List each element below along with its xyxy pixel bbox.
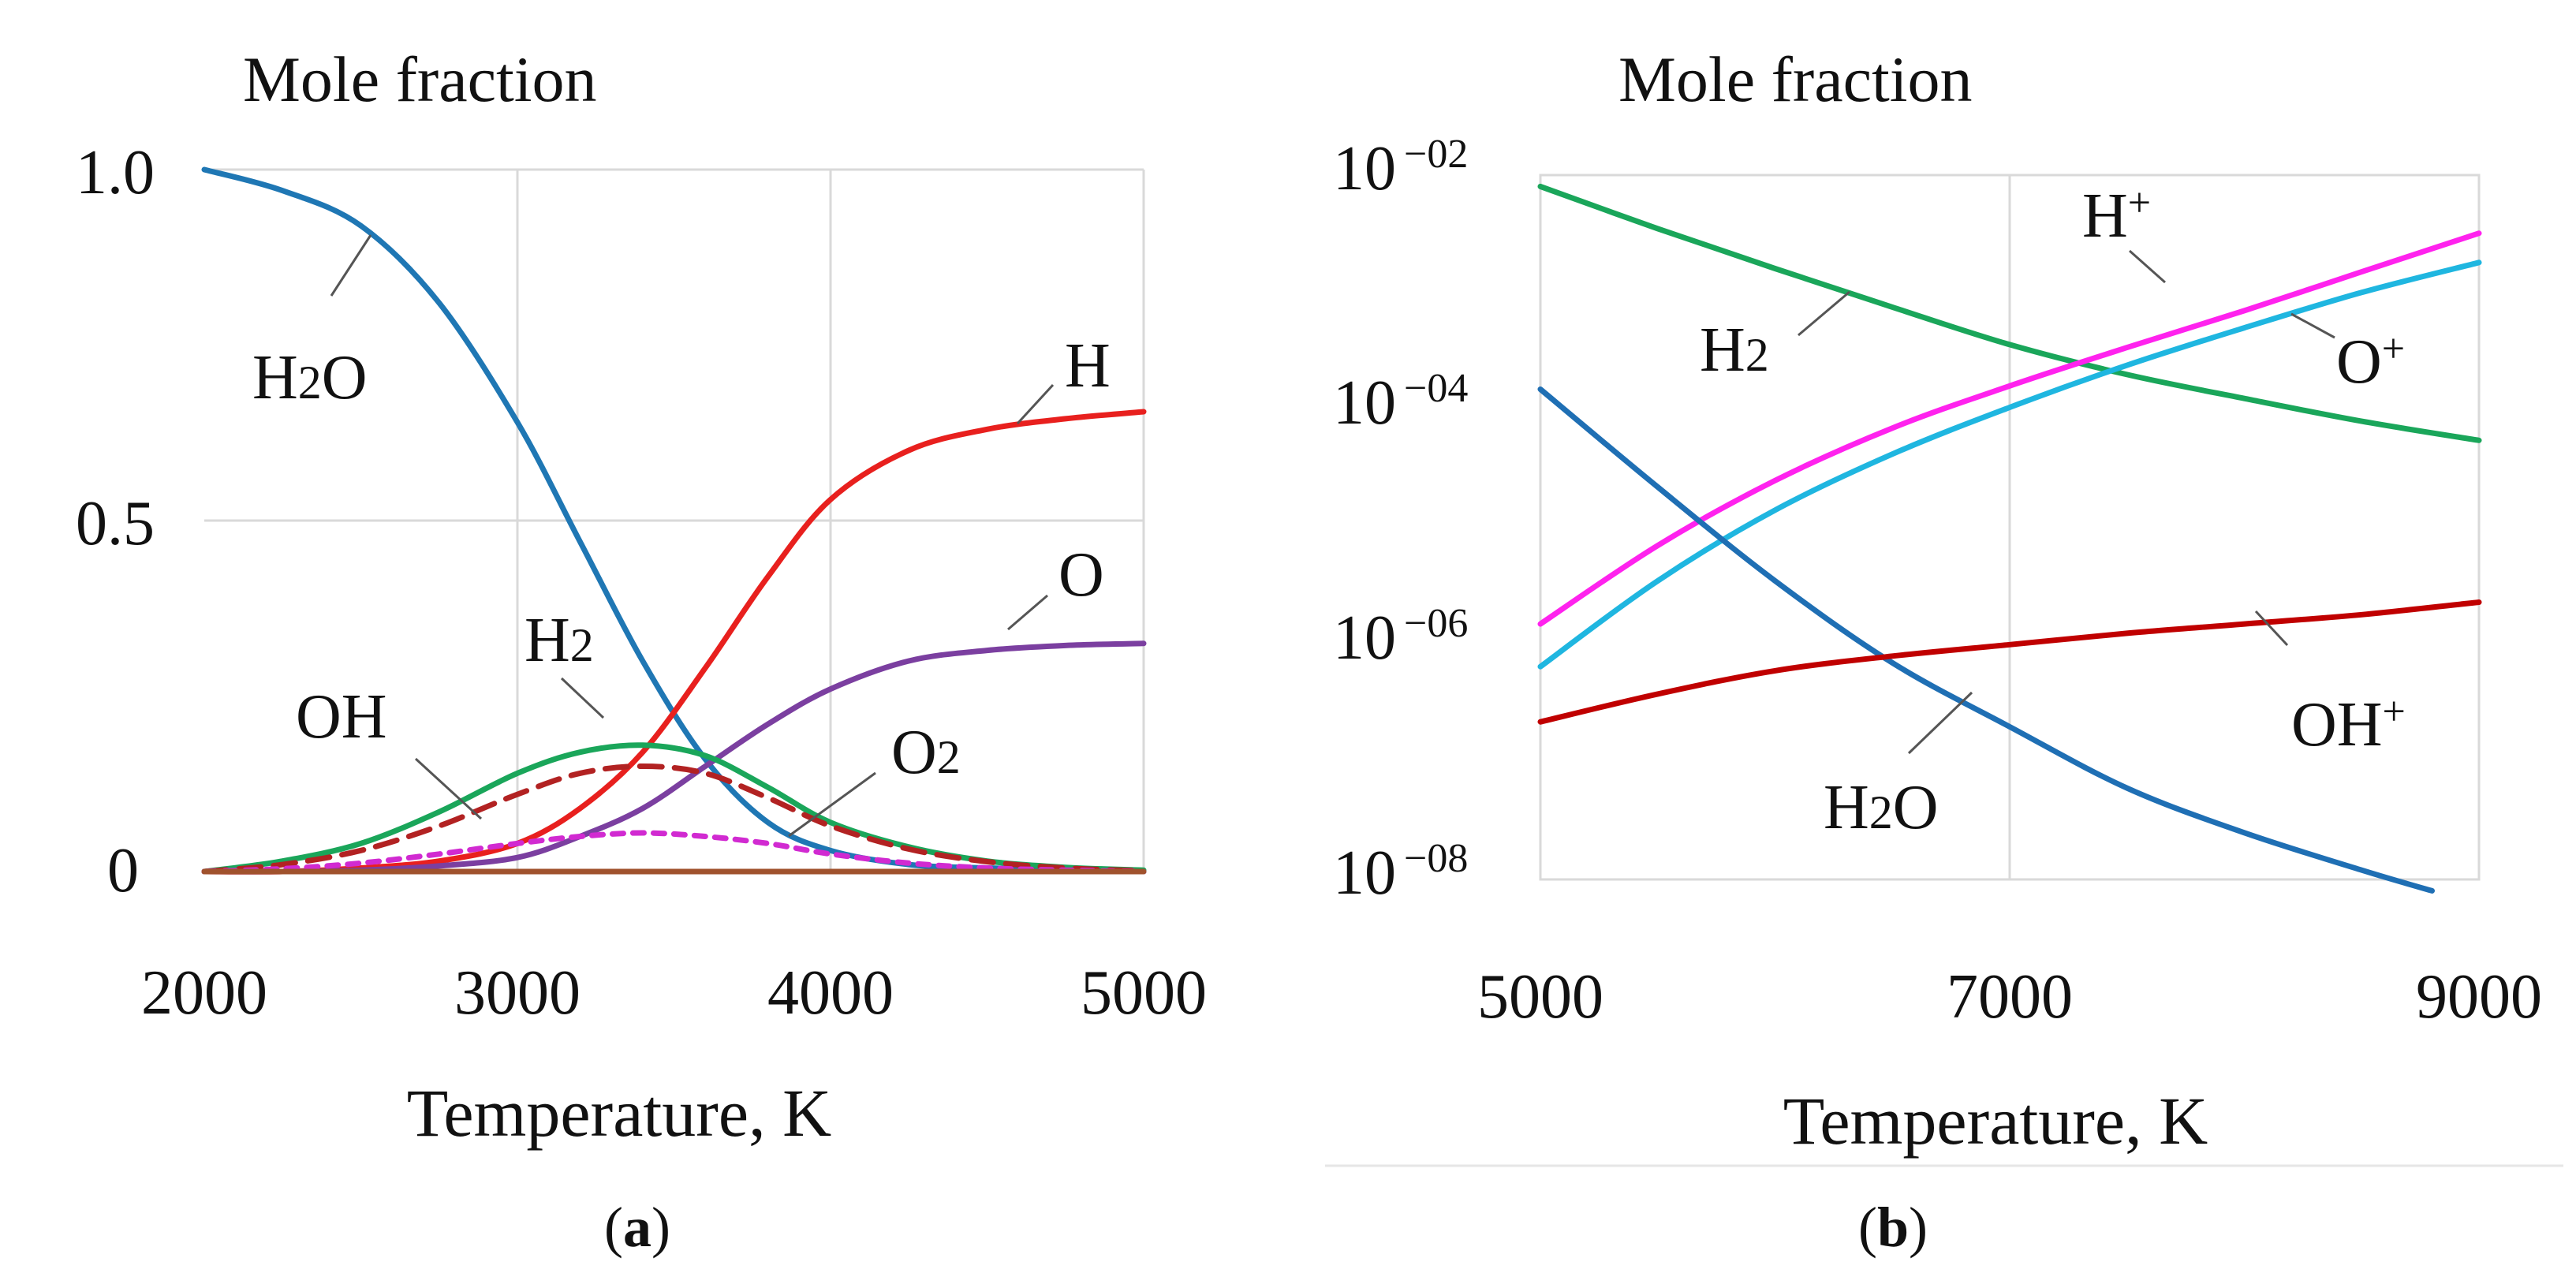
- panel-b-ytick-label: 10 −08: [1333, 836, 1468, 908]
- leader-o2-a: [788, 771, 876, 838]
- series-label-h2-b: H2: [1700, 315, 1769, 385]
- panel-a-xtick-label: 2000: [141, 958, 267, 1028]
- panel-a-series-group: [201, 166, 1147, 875]
- series-label-ohplus-b: OH+: [2291, 689, 2406, 760]
- panel-b-x-axis-label: Temperature, K: [1783, 1083, 2208, 1159]
- panel-a-x-axis-label: Temperature, K: [407, 1075, 831, 1151]
- leader-oh-a: [414, 757, 483, 820]
- series-label-oplus-b: O+: [2336, 327, 2405, 397]
- series-label-h2-a: H2: [525, 606, 594, 675]
- panel-a-xtick-label: 5000: [1081, 958, 1207, 1028]
- leader-oplus-b: [2290, 312, 2335, 339]
- panel-b-caption: (b): [1858, 1196, 1928, 1259]
- series-line-h2o-panel-b: [1537, 386, 2435, 894]
- leader-hplus-b: [2129, 249, 2166, 284]
- series-label-h2o-a: H2O: [252, 343, 368, 413]
- panel-a-ytick-label: 0: [107, 836, 139, 905]
- panel-a-ytick-label: 1.0: [76, 138, 155, 207]
- panel-a-xtick-label: 3000: [454, 958, 581, 1028]
- series-line-o-panel-a: [201, 640, 1147, 875]
- panel-a: Mole fraction 1.0 0.5 0 2000 3000 4000 5…: [76, 43, 1207, 1259]
- panel-a-title: Mole fraction: [243, 43, 597, 115]
- leader-h2o-b: [1907, 691, 1973, 755]
- leader-h2-a: [560, 677, 605, 719]
- series-line-ohplus-panel-b: [1537, 599, 2482, 725]
- panel-a-xtick-label: 4000: [767, 958, 894, 1028]
- panel-b-xtick-label: 7000: [1947, 962, 2073, 1032]
- panel-b-ytick-label: 10 −04: [1333, 366, 1468, 438]
- panel-b-series-group: [1537, 183, 2482, 894]
- leader-h2-b: [1798, 290, 1850, 337]
- series-line-hplus-panel-b: [1537, 230, 2482, 627]
- panel-b-xtick-label: 5000: [1477, 962, 1603, 1032]
- panel-b-ytick-label: 10 −02: [1333, 132, 1468, 203]
- leader-h-a: [1016, 383, 1055, 425]
- panel-b-title: Mole fraction: [1618, 43, 1973, 115]
- panel-b-ytick-label: 10 −06: [1333, 601, 1468, 673]
- series-line-h-panel-a: [201, 409, 1147, 875]
- series-label-o2-a: O2: [891, 718, 961, 787]
- leader-o-a: [1007, 594, 1048, 631]
- leader-ohplus-b: [2254, 610, 2289, 647]
- series-line-o2-panel-a: [201, 830, 1147, 875]
- series-label-h2o-b: H2O: [1824, 773, 1939, 842]
- series-label-oh-a: OH: [296, 682, 387, 752]
- series-line-oplus-panel-b: [1537, 259, 2482, 670]
- panel-b-xtick-label: 9000: [2416, 962, 2542, 1032]
- panel-a-caption: (a): [604, 1196, 670, 1259]
- series-label-hplus-b: H+: [2082, 181, 2151, 251]
- panel-a-ytick-label: 0.5: [76, 489, 155, 558]
- leader-h2o-a: [330, 234, 372, 297]
- series-label-h-a: H: [1065, 331, 1111, 401]
- panel-b: Mole fraction 10 −02 10 −04 10 −06 10 −08 50…: [1325, 43, 2563, 1259]
- series-label-o-a: O: [1058, 540, 1104, 610]
- series-line-h2-panel-b: [1537, 183, 2482, 443]
- series-line-h2-panel-a: [201, 763, 1147, 875]
